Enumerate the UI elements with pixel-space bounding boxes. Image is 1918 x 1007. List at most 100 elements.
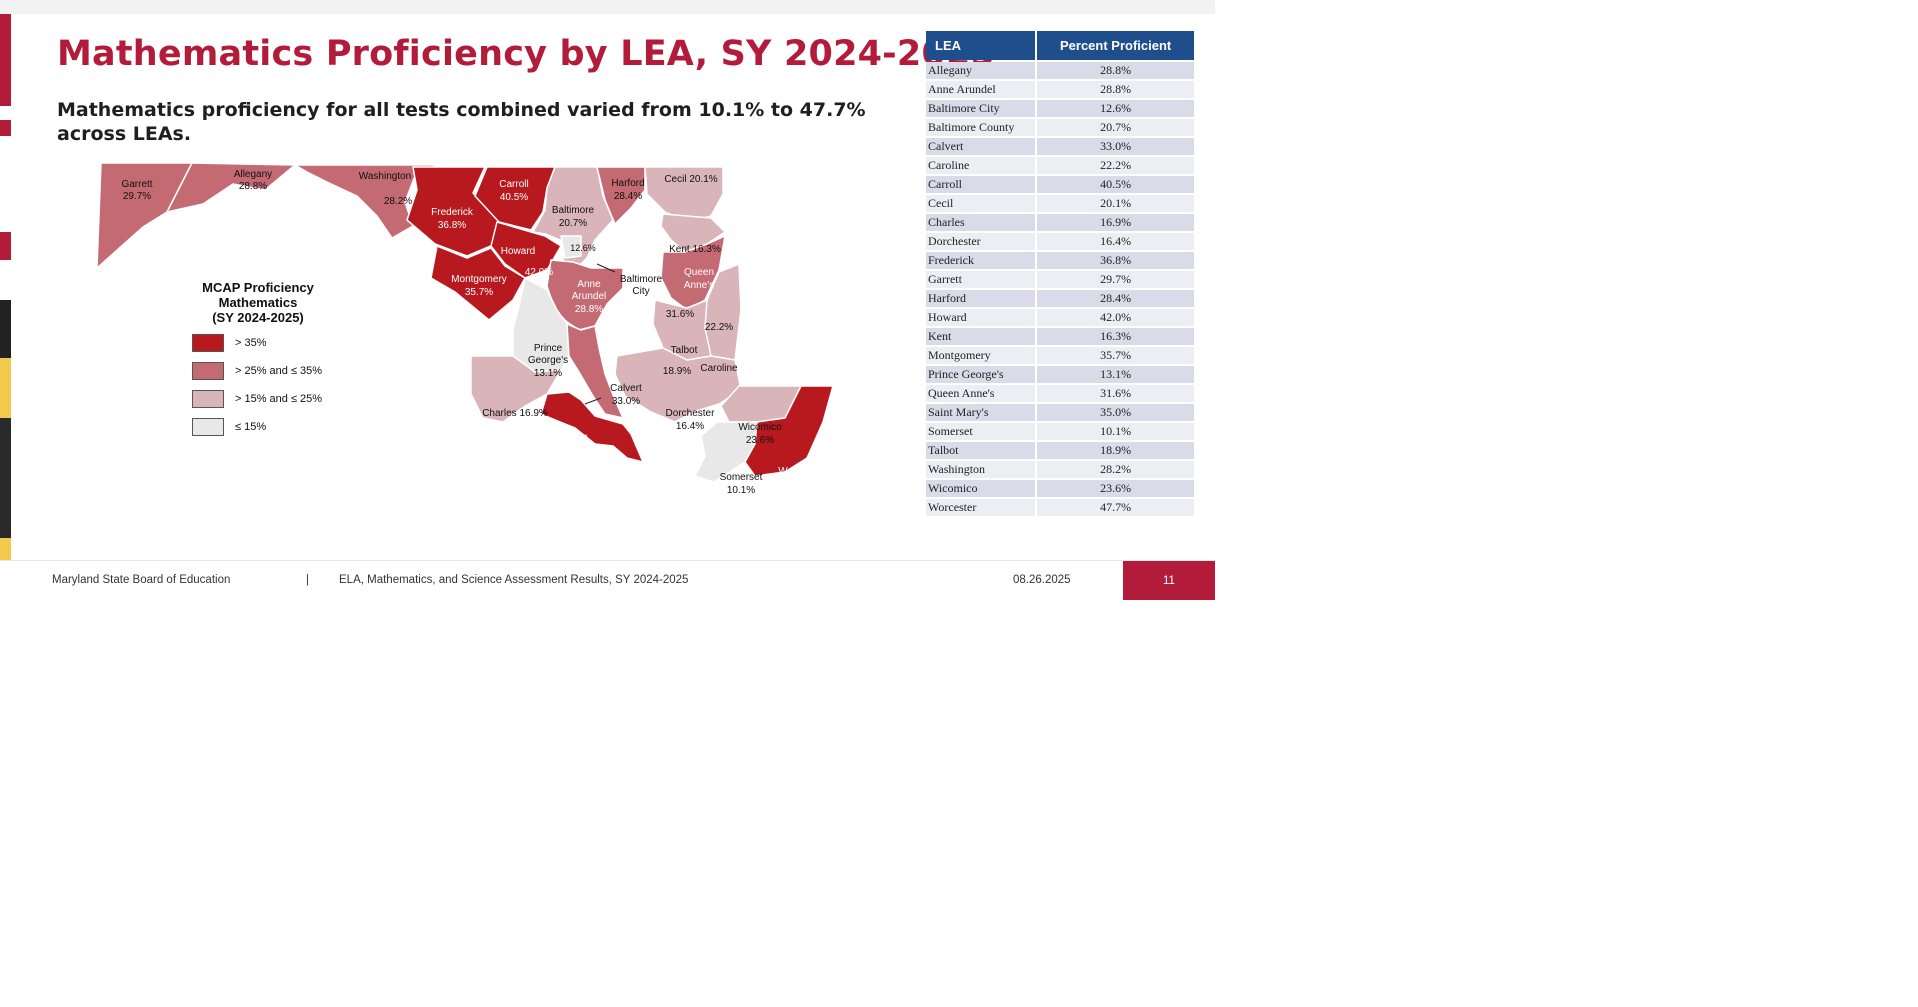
table-cell-lea: Montgomery (926, 347, 1036, 364)
table-header-percent: Percent Proficient (1035, 31, 1194, 60)
table-row: Howard 42.0% (926, 309, 1194, 326)
map-label-carroll: Carroll (499, 179, 528, 190)
map-value-queen-annes: 31.6% (666, 309, 694, 320)
table-row: Montgomery 35.7% (926, 347, 1194, 364)
slide-title: Mathematics Proficiency by LEA, SY 2024-… (57, 34, 996, 74)
footer-separator: | (306, 574, 309, 586)
map-label-howard: Howard (501, 246, 535, 257)
table-cell-percent: 28.8% (1035, 81, 1194, 98)
table-cell-lea: Carroll (926, 176, 1036, 193)
table-row: Charles 16.9% (926, 214, 1194, 231)
legend-title-line: Mathematics (218, 295, 298, 310)
table-cell-lea: Prince George's (926, 366, 1036, 383)
table-cell-lea: Cecil (926, 195, 1036, 212)
map-value-frederick: 36.8% (438, 220, 466, 231)
map-label-montgomery: Montgomery (451, 274, 507, 285)
county-charles (470, 355, 562, 423)
table-cell-lea: Worcester (926, 499, 1036, 516)
map-value-howard: 42.0% (525, 267, 553, 278)
table-row: Dorchester 16.4% (926, 233, 1194, 250)
legend-label: > 15% and ≤ 25% (235, 393, 323, 405)
table-cell-percent: 35.0% (1035, 404, 1194, 421)
map-label-garrett: Garrett (121, 179, 152, 190)
table-header-row: LEA Percent Proficient (926, 31, 1194, 60)
table-row: Saint Mary's 35.0% (926, 404, 1194, 421)
table-cell-lea: Frederick (926, 252, 1036, 269)
county-garrett (96, 162, 193, 269)
page-number: 11 (1163, 575, 1175, 587)
legend-swatch (192, 418, 224, 436)
table-row: Talbot 18.9% (926, 442, 1194, 459)
table-cell-lea: Somerset (926, 423, 1036, 440)
table-cell-lea: Baltimore City (926, 100, 1036, 117)
map-label-kent: Kent 16.3% (669, 244, 721, 255)
table-cell-percent: 28.8% (1035, 62, 1194, 79)
table-cell-percent: 18.9% (1035, 442, 1194, 459)
table-cell-lea: Anne Arundel (926, 81, 1036, 98)
county-saint-marys (540, 391, 644, 463)
table-row: Queen Anne's 31.6% (926, 385, 1194, 402)
left-decor-strip (0, 418, 11, 538)
table-row: Baltimore County 20.7% (926, 119, 1194, 136)
county-dorchester (614, 347, 742, 423)
table-cell-lea: Saint Mary's (926, 404, 1036, 421)
legend-title-line: MCAP Proficiency (202, 280, 314, 295)
table-cell-lea: Talbot (926, 442, 1036, 459)
map-label-somerset: Somerset (720, 472, 763, 483)
table-cell-lea: Kent (926, 328, 1036, 345)
legend-item: > 15% and ≤ 25% (192, 389, 328, 409)
legend-label: > 35% (235, 337, 267, 349)
table-cell-percent: 33.0% (1035, 138, 1194, 155)
table-cell-percent: 16.4% (1035, 233, 1194, 250)
footer-report-title: ELA, Mathematics, and Science Assessment… (339, 574, 689, 586)
county-frederick (406, 166, 500, 257)
table-row: Cecil 20.1% (926, 195, 1194, 212)
map-label-talbot: Talbot (671, 345, 698, 356)
table-cell-percent: 47.7% (1035, 499, 1194, 516)
table-row: Frederick 36.8% (926, 252, 1194, 269)
table-row: Garrett 29.7% (926, 271, 1194, 288)
table-cell-percent: 40.5% (1035, 176, 1194, 193)
map-label-washington: Washington (359, 171, 411, 182)
table-row: Somerset 10.1% (926, 423, 1194, 440)
table-cell-lea: Calvert (926, 138, 1036, 155)
map-value-saint-marys: 35.0% (589, 461, 617, 472)
slide: Mathematics Proficiency by LEA, SY 2024-… (0, 0, 1215, 600)
map-label-baltimore-county: Baltimore (552, 205, 595, 216)
table-row: Calvert 33.0% (926, 138, 1194, 155)
baltimore-city-leader-line (596, 263, 616, 273)
table-cell-lea: Garrett (926, 271, 1036, 288)
map-value-dorchester: 16.4% (676, 421, 704, 432)
footer: Maryland State Board of Education | ELA,… (0, 560, 1215, 600)
map-label-saint-marys-1: Saint (565, 433, 588, 444)
county-calvert (566, 323, 624, 419)
table-cell-lea: Baltimore County (926, 119, 1036, 136)
table-row: Harford 28.4% (926, 290, 1194, 307)
county-howard (490, 221, 562, 279)
footer-org: Maryland State Board of Education (52, 574, 231, 586)
map-label-dorchester: Dorchester (666, 408, 716, 419)
map-value-montgomery: 35.7% (465, 287, 493, 298)
legend-title: MCAP Proficiency Mathematics (SY 2024-20… (188, 280, 328, 325)
slide-subtitle: Mathematics proficiency for all tests co… (57, 99, 866, 145)
footer-date: 08.26.2025 (1013, 574, 1071, 586)
county-worcester (744, 385, 834, 477)
map-label-worcester: Worcester (778, 466, 824, 477)
left-accent-bar (0, 14, 11, 106)
maryland-county-map: Garrett 29.7% Allegany 28.8% Washington … (96, 162, 834, 496)
legend-swatch (192, 390, 224, 408)
map-value-baltimore-city: 12.6% (570, 243, 596, 253)
proficiency-table: LEA Percent Proficient Allegany 28.8% Anne… (926, 29, 1194, 518)
legend-item: > 25% and ≤ 35% (192, 361, 328, 381)
table-cell-percent: 13.1% (1035, 366, 1194, 383)
map-value-somerset: 10.1% (727, 485, 755, 496)
map-label-baltimore-city-1: Baltimore (620, 274, 663, 285)
map-label-charles: Charles 16.9% (482, 408, 548, 419)
legend-swatch (192, 362, 224, 380)
legend-item: > 35% (192, 333, 328, 353)
table-row: Allegany 28.8% (926, 62, 1194, 79)
page-number-box: 11 (1123, 561, 1215, 600)
table-cell-percent: 28.4% (1035, 290, 1194, 307)
table-cell-percent: 20.7% (1035, 119, 1194, 136)
table-cell-lea: Charles (926, 214, 1036, 231)
